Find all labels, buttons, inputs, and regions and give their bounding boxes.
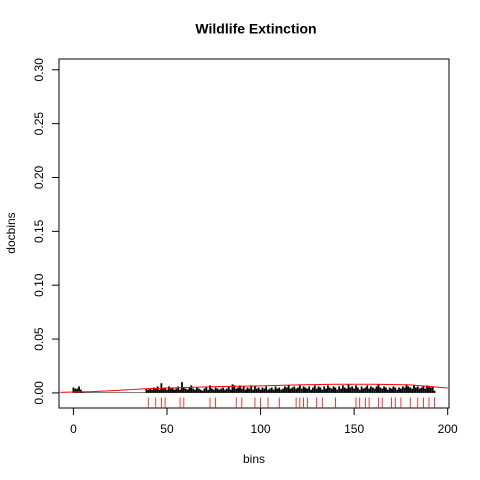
x-tick-label: 50 <box>160 422 174 436</box>
chart-title: Wildlife Extinction <box>195 21 316 37</box>
density-line <box>60 383 448 393</box>
y-tick-label: 0.10 <box>32 273 46 297</box>
plot-box <box>58 58 450 409</box>
y-tick-label: 0.25 <box>32 112 46 136</box>
y-tick-label: 0.05 <box>32 327 46 351</box>
x-tick-label: 200 <box>438 422 458 436</box>
y-axis-label: docbins <box>4 212 18 253</box>
y-tick-label: 0.15 <box>32 219 46 243</box>
x-tick-label: 0 <box>70 422 77 436</box>
y-tick-label: 0.00 <box>32 381 46 405</box>
x-tick-label: 100 <box>251 422 271 436</box>
y-tick-label: 0.20 <box>32 165 46 189</box>
x-tick-label: 150 <box>344 422 364 436</box>
y-tick-label: 0.30 <box>32 58 46 82</box>
x-axis-label: bins <box>243 452 265 466</box>
